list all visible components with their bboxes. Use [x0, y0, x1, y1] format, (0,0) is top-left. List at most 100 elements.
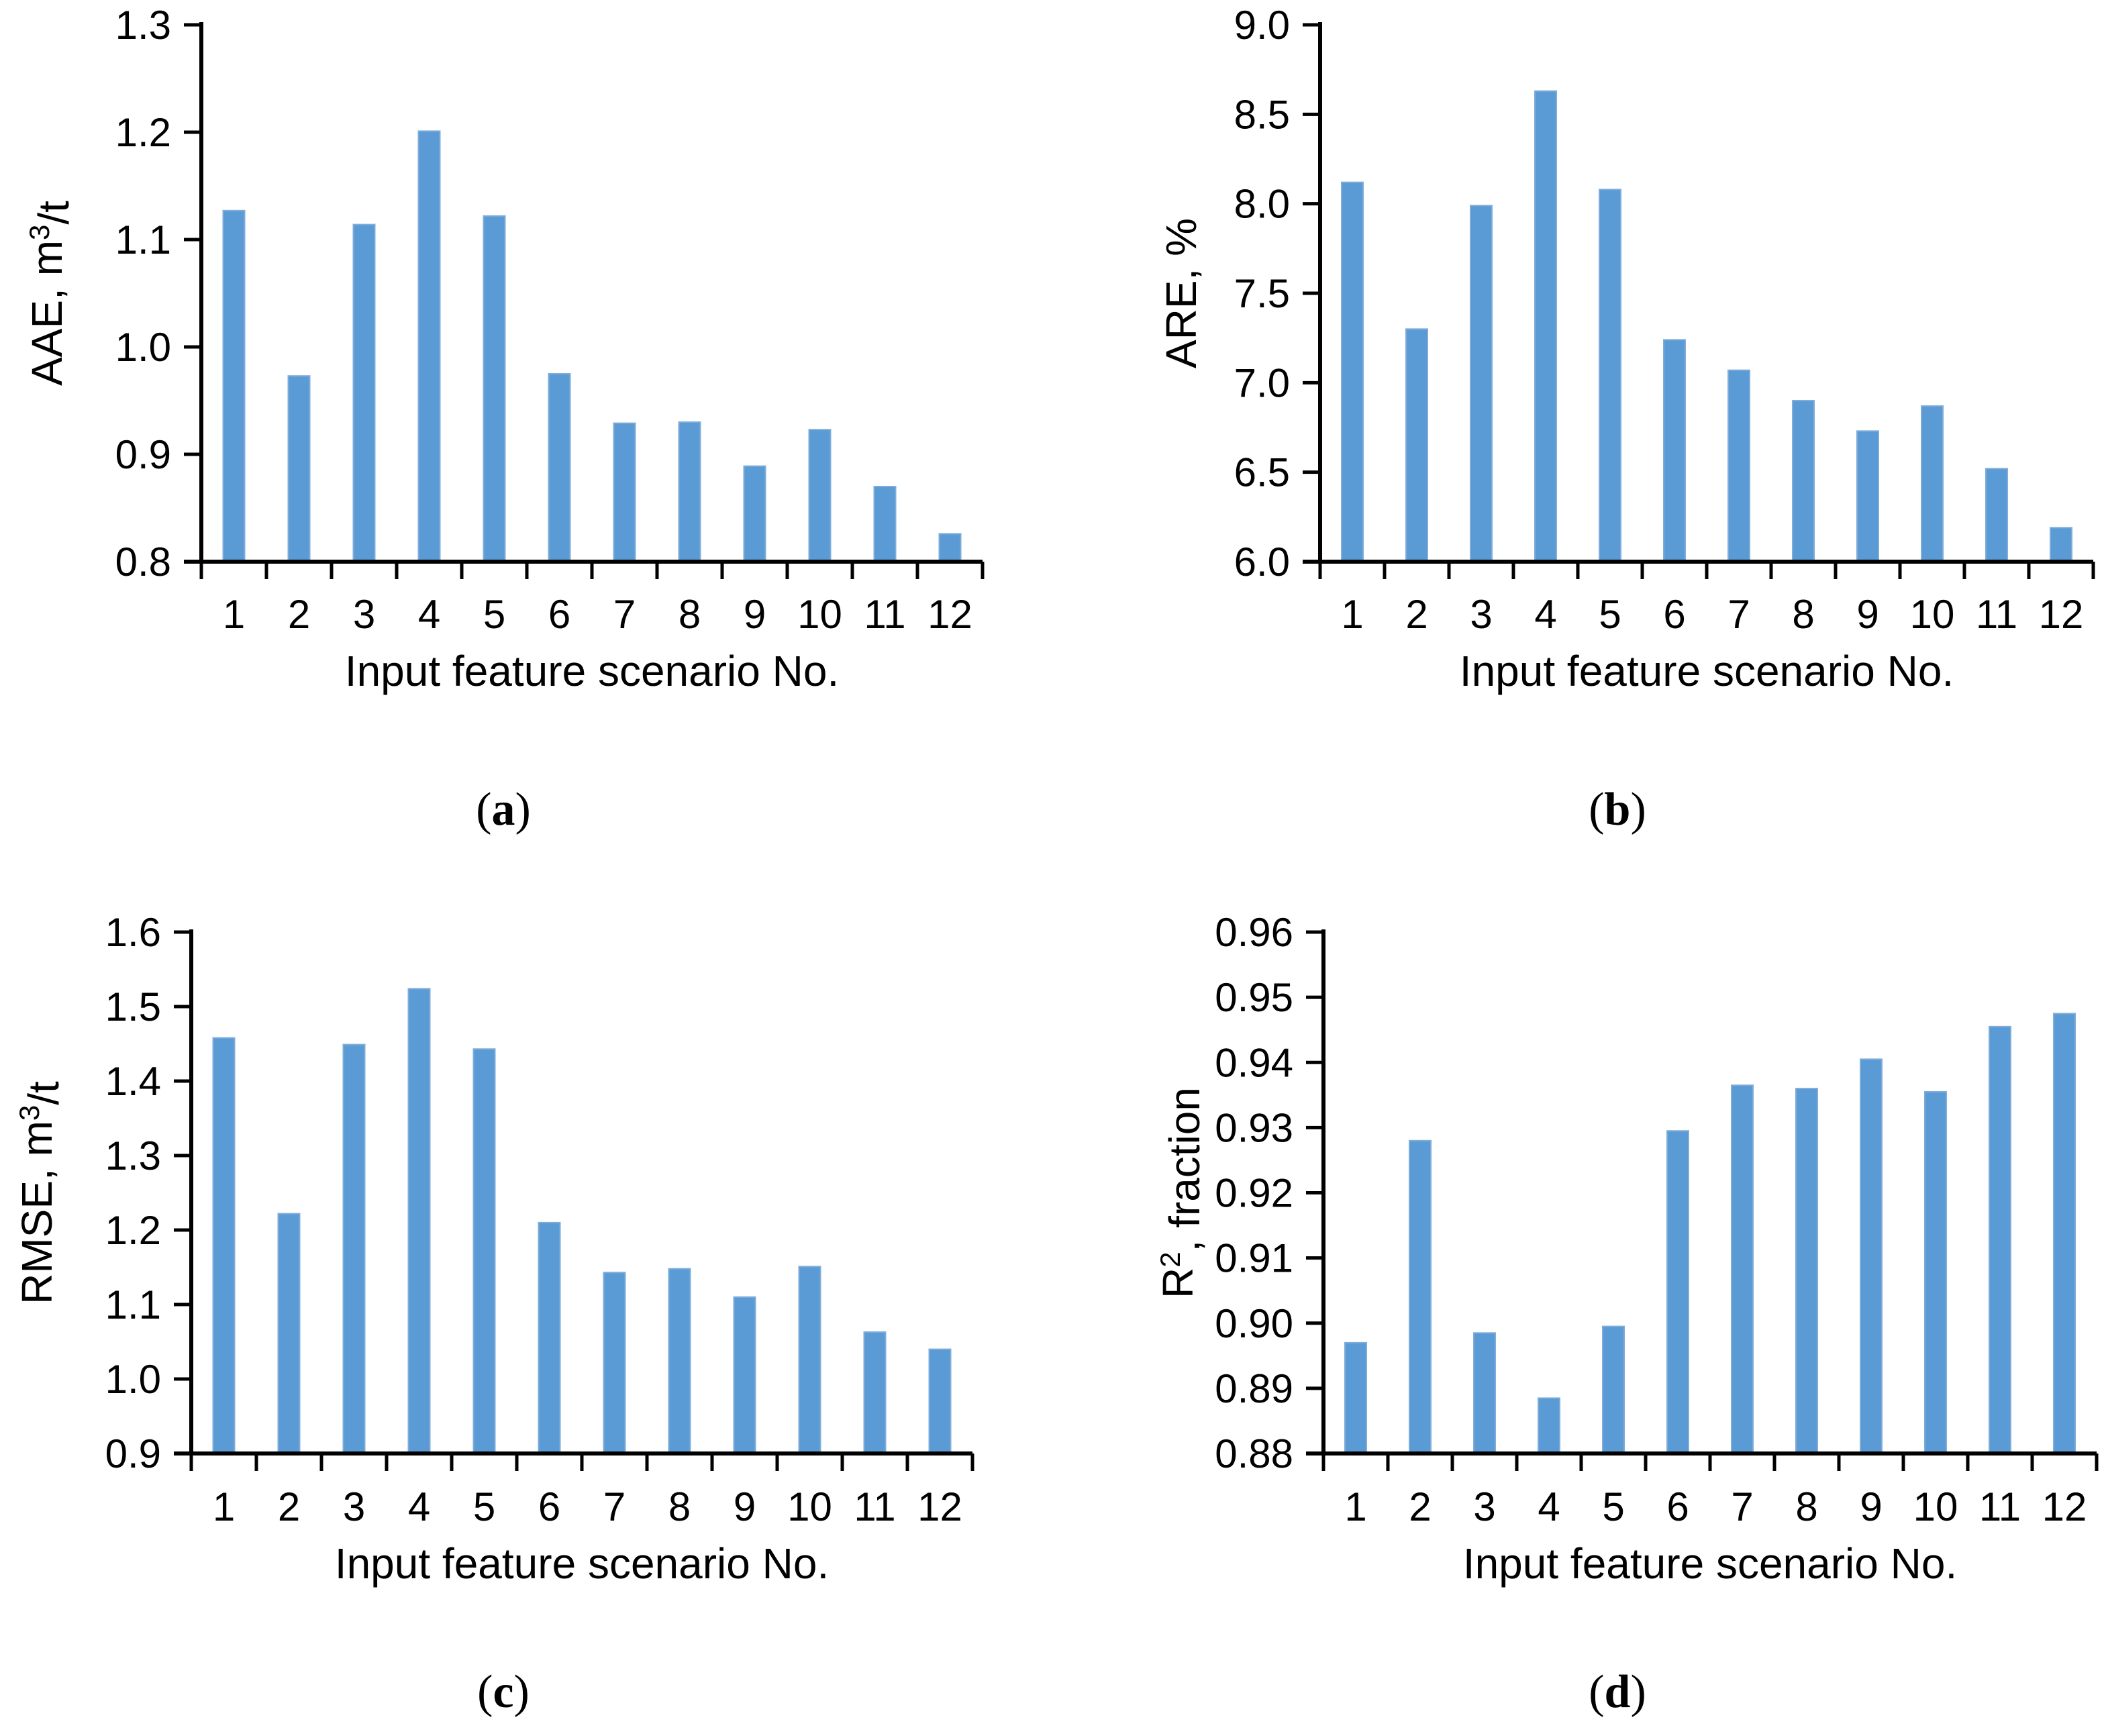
y-tick-label: 1.0 — [115, 325, 171, 370]
y-tick-label: 1.3 — [115, 3, 171, 48]
y-tick-label: 0.94 — [1215, 1040, 1293, 1085]
x-axis-title: Input feature scenario No. — [1460, 647, 1954, 695]
bar-c-4 — [407, 988, 431, 1454]
y-tick-label: 1.6 — [105, 910, 161, 955]
x-tick-label: 8 — [1795, 1484, 1817, 1529]
x-tick-label: 11 — [854, 1484, 895, 1529]
x-tick-label: 3 — [1473, 1484, 1495, 1529]
x-tick-label: 10 — [1913, 1484, 1958, 1529]
bar-d-7 — [1731, 1084, 1754, 1454]
bar-d-11 — [1989, 1025, 2011, 1455]
bar-d-4 — [1538, 1397, 1560, 1455]
x-tick-label: 4 — [408, 1484, 430, 1529]
x-tick-label: 3 — [1470, 592, 1492, 637]
panel-caption: (b) — [1589, 784, 1646, 835]
bar-c-3 — [342, 1043, 366, 1454]
x-tick-label: 10 — [1910, 592, 1955, 637]
y-tick-label: 0.90 — [1215, 1301, 1293, 1346]
panel-caption: (a) — [476, 784, 531, 835]
bar-c-1 — [212, 1037, 236, 1454]
panel-b: 6.06.57.07.58.08.59.01 2 3 4 5 6 7 8 9 10 11 12Inpu… — [1157, 3, 2095, 835]
bar-a-6 — [548, 373, 571, 562]
x-tick-label: 12 — [2039, 592, 2084, 637]
x-tick-label: 3 — [343, 1484, 365, 1529]
bar-b-7 — [1727, 369, 1750, 563]
x-tick-label: 12 — [928, 592, 972, 637]
y-tick-label: 1.2 — [115, 110, 171, 155]
x-tick-label: 9 — [1860, 1484, 1882, 1529]
x-tick-label: 6 — [538, 1484, 560, 1529]
x-tick-label: 6 — [1666, 1484, 1689, 1529]
x-tick-label: 8 — [1792, 592, 1814, 637]
bar-c-11 — [863, 1331, 887, 1454]
y-tick-label: 1.5 — [105, 984, 161, 1029]
x-tick-label: 11 — [864, 592, 905, 637]
x-tick-label: 6 — [548, 592, 570, 637]
x-tick-label: 6 — [1663, 592, 1685, 637]
x-tick-label: 2 — [278, 1484, 300, 1529]
y-tick-label: 0.95 — [1215, 975, 1293, 1020]
panel-caption: (c) — [477, 1666, 530, 1718]
x-tick-label: 1 — [1344, 1484, 1366, 1529]
bar-d-5 — [1602, 1325, 1625, 1454]
y-tick-label: 1.0 — [105, 1357, 161, 1402]
x-tick-label: 7 — [1727, 592, 1750, 637]
y-tick-label: 0.9 — [105, 1431, 161, 1476]
bar-a-8 — [678, 421, 701, 562]
x-axis-title: Input feature scenario No. — [1463, 1539, 1957, 1588]
x-tick-label: 11 — [1979, 1484, 2021, 1529]
y-tick-label: 0.96 — [1215, 910, 1293, 955]
bar-c-12 — [928, 1348, 952, 1454]
y-axis-title: RMSE, m3/t — [13, 1081, 68, 1305]
panel-c: 0.91.01.11.21.31.41.51.61 2 3 4 5 6 7 8 9 10 11 12I… — [13, 910, 974, 1718]
y-tick-label: 0.89 — [1215, 1366, 1293, 1411]
y-tick-label: 1.4 — [105, 1059, 161, 1104]
bar-d-9 — [1860, 1058, 1883, 1455]
bar-b-6 — [1663, 339, 1686, 562]
bar-b-12 — [2050, 527, 2072, 562]
y-tick-label: 0.9 — [115, 432, 171, 477]
x-tick-label: 7 — [613, 592, 636, 637]
bar-b-9 — [1856, 430, 1879, 562]
bar-b-5 — [1599, 189, 1621, 563]
y-tick-label: 8.0 — [1234, 182, 1290, 227]
x-tick-label: 5 — [473, 1484, 495, 1529]
x-axis-title: Input feature scenario No. — [335, 1539, 829, 1588]
y-tick-label: 0.92 — [1215, 1171, 1293, 1216]
bar-d-12 — [2053, 1013, 2076, 1454]
y-tick-label: 6.0 — [1234, 540, 1290, 584]
x-tick-label: 2 — [288, 592, 310, 637]
bar-b-10 — [1921, 405, 1944, 562]
bar-a-3 — [352, 223, 376, 562]
bar-a-4 — [417, 130, 441, 562]
bar-a-9 — [743, 465, 766, 562]
x-tick-label: 3 — [353, 592, 375, 637]
x-tick-label: 12 — [917, 1484, 962, 1529]
y-tick-label: 9.0 — [1234, 3, 1290, 48]
bar-a-5 — [483, 215, 506, 562]
x-tick-label: 5 — [1599, 592, 1621, 637]
bar-b-4 — [1534, 90, 1557, 562]
x-tick-label: 2 — [1405, 592, 1427, 637]
y-tick-label: 0.93 — [1215, 1105, 1293, 1150]
bar-a-11 — [873, 486, 897, 562]
x-tick-label: 12 — [2042, 1484, 2087, 1529]
x-tick-label: 10 — [797, 592, 842, 637]
panel-d: 0.880.890.900.910.920.930.940.950.961 2 3 4… — [1154, 910, 2099, 1718]
y-tick-label: 8.5 — [1234, 92, 1290, 137]
x-tick-label: 11 — [1976, 592, 2017, 637]
y-tick-label: 1.1 — [105, 1282, 161, 1327]
bar-b-8 — [1792, 400, 1815, 562]
x-tick-label: 9 — [734, 1484, 756, 1529]
y-tick-label: 0.88 — [1215, 1431, 1293, 1476]
y-tick-label: 1.2 — [105, 1208, 161, 1253]
x-tick-label: 1 — [223, 592, 245, 637]
y-tick-label: 6.5 — [1234, 450, 1290, 495]
bar-c-8 — [668, 1268, 691, 1454]
y-tick-label: 1.3 — [105, 1133, 161, 1178]
y-tick-label: 1.1 — [115, 217, 171, 262]
bar-c-7 — [603, 1272, 626, 1455]
x-tick-label: 5 — [1602, 1484, 1624, 1529]
